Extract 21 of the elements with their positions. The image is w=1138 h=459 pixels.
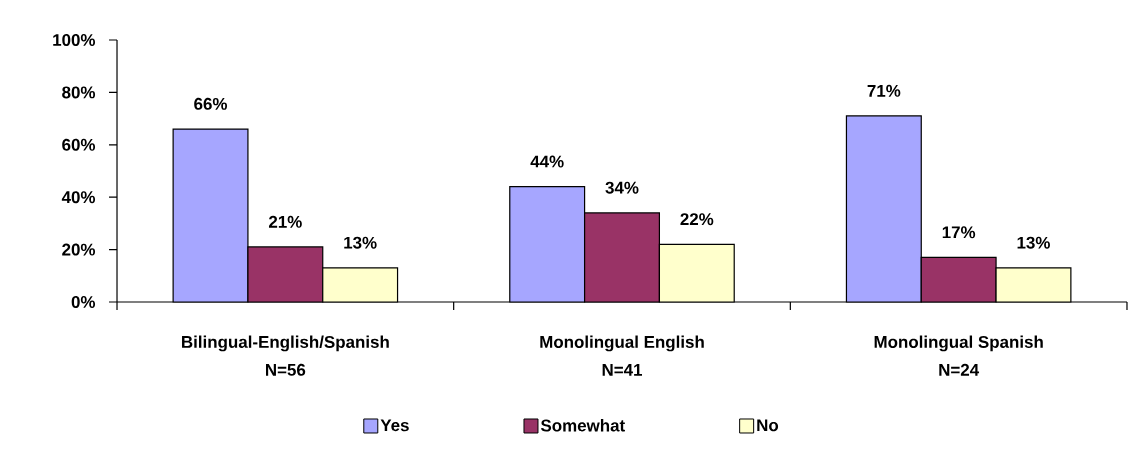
x-tick-label: Monolingual Spanish N=24 — [874, 335, 1043, 376]
y-tick-label: 20% — [62, 243, 96, 256]
data-label: 44% — [530, 155, 564, 168]
legend-label: Yes — [380, 419, 409, 432]
data-label: 21% — [268, 215, 302, 228]
data-label: 34% — [605, 181, 639, 194]
y-tick-label: 0% — [71, 295, 96, 308]
y-tick-label: 100% — [53, 33, 96, 46]
x-tick-label: Monolingual English N=41 — [540, 335, 704, 376]
y-tick-label: 60% — [62, 138, 96, 151]
data-label: 13% — [1017, 236, 1050, 249]
data-label: 17% — [942, 226, 976, 239]
data-label: 66% — [194, 97, 228, 110]
legend-label: Somewhat — [540, 419, 625, 432]
y-tick-label: 40% — [61, 191, 96, 204]
y-tick-label: 80% — [62, 86, 96, 99]
x-tick-label: Bilingual-English/Spanish N=56 — [182, 335, 389, 376]
legend-label: No — [757, 419, 779, 432]
data-label: 13% — [344, 236, 377, 249]
data-label: 71% — [867, 84, 901, 97]
data-label: 22% — [680, 213, 714, 226]
